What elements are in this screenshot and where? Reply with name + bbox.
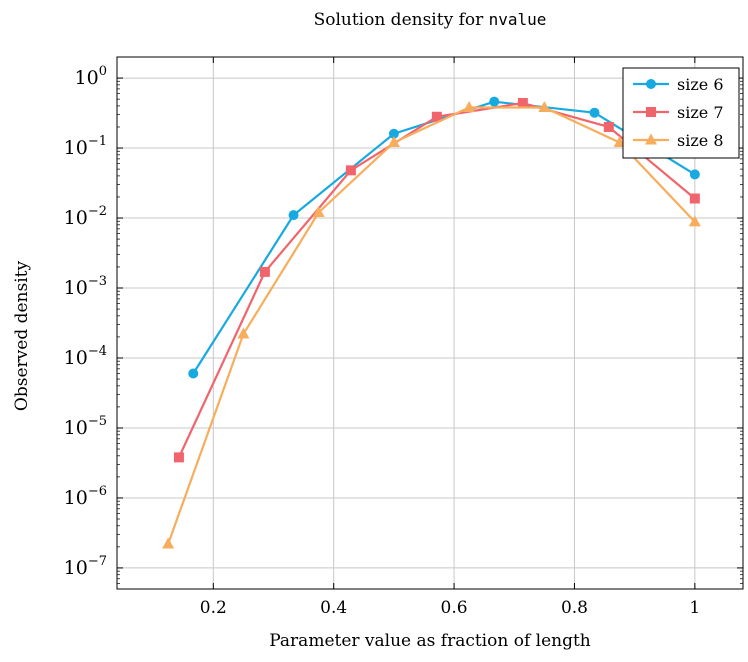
y-tick-exponent: −2 — [88, 204, 107, 219]
legend-item: size 7 — [633, 103, 724, 122]
x-axis-ticks: 0.2 0.4 0.6 0.8 1 — [200, 57, 700, 618]
plot-frame — [116, 56, 744, 590]
grid — [117, 57, 743, 589]
x-tick-label: 0.4 — [320, 598, 347, 618]
data-point — [173, 452, 184, 463]
legend-label: size 6 — [677, 75, 724, 94]
y-tick-base: 10 — [64, 487, 88, 509]
data-point — [517, 98, 528, 109]
data-point — [589, 107, 600, 118]
y-tick-label: 10−5 — [64, 414, 107, 439]
x-tick-label: 0.8 — [561, 598, 588, 618]
data-point — [463, 100, 476, 112]
legend-item: size 8 — [633, 131, 724, 150]
y-tick-label: 10−6 — [64, 484, 107, 509]
y-tick-exponent: −5 — [88, 414, 107, 429]
series-3 — [162, 100, 701, 549]
data-point — [388, 128, 399, 139]
y-tick-base: 10 — [64, 557, 88, 579]
chart-title-text: Solution density for — [314, 10, 489, 30]
data-point — [431, 111, 442, 122]
series-2 — [173, 98, 700, 463]
y-tick-exponent: −7 — [88, 554, 107, 569]
legend-label: size 8 — [677, 131, 724, 150]
series-line — [177, 101, 696, 458]
y-tick-base: 10 — [75, 67, 99, 89]
x-tick-label: 0.2 — [200, 598, 227, 618]
data-point — [689, 169, 700, 180]
y-tick-exponent: −4 — [88, 344, 107, 359]
data-point — [288, 210, 299, 221]
y-tick-base: 10 — [64, 137, 88, 159]
legend-swatch-marker — [645, 133, 657, 145]
y-tick-base: 10 — [64, 207, 88, 229]
x-tick-label: 1 — [689, 598, 700, 618]
data-point — [312, 205, 325, 217]
y-tick-label: 10−4 — [64, 344, 107, 369]
legend: size 6 size 7 size 8 — [622, 67, 740, 159]
data-point — [489, 96, 500, 107]
y-axis-label: Observed density — [12, 261, 32, 412]
y-tick-exponent: 0 — [99, 64, 107, 79]
data-point — [259, 266, 270, 277]
data-point — [162, 537, 175, 549]
legend-swatch-marker — [646, 107, 656, 117]
data-point — [538, 100, 551, 112]
data-point — [237, 327, 250, 339]
x-tick-label: 0.6 — [441, 598, 468, 618]
y-tick-base: 10 — [64, 347, 88, 369]
y-tick-label: 10−7 — [64, 554, 107, 579]
legend-label: size 7 — [677, 103, 724, 122]
y-tick-label: 10−2 — [64, 204, 107, 229]
data-point — [188, 368, 199, 379]
legend-swatch-marker — [646, 79, 656, 89]
data-point — [689, 193, 700, 204]
y-tick-exponent: −6 — [88, 484, 107, 499]
chart-title-code: nvalue — [489, 10, 547, 29]
series-line — [167, 106, 696, 545]
y-tick-label: 10−3 — [64, 274, 107, 299]
y-tick-label: 100 — [75, 64, 107, 89]
series-layer — [162, 96, 701, 549]
y-tick-exponent: −3 — [88, 274, 107, 289]
data-point — [345, 165, 356, 176]
chart-title: Solution density for nvalue — [314, 10, 547, 30]
y-tick-label: 10−1 — [64, 134, 107, 159]
y-tick-base: 10 — [64, 277, 88, 299]
x-axis-label: Parameter value as fraction of length — [269, 631, 591, 651]
data-point — [387, 136, 400, 148]
data-point — [603, 121, 614, 132]
data-point — [688, 215, 701, 227]
legend-item: size 6 — [633, 75, 724, 94]
y-tick-base: 10 — [64, 417, 88, 439]
y-tick-exponent: −1 — [88, 134, 107, 149]
